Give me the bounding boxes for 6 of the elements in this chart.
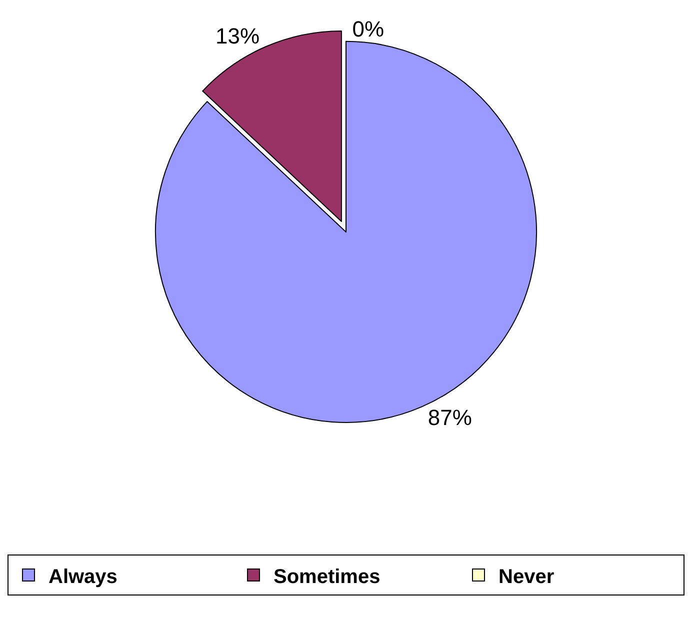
text: 0% [352,16,384,42]
legend-label: Never [498,566,554,588]
legend-label: Always [48,566,118,588]
data-label: 87% [428,404,472,430]
data-label: 13% [216,24,260,49]
legend-label: Sometimes [274,566,380,588]
